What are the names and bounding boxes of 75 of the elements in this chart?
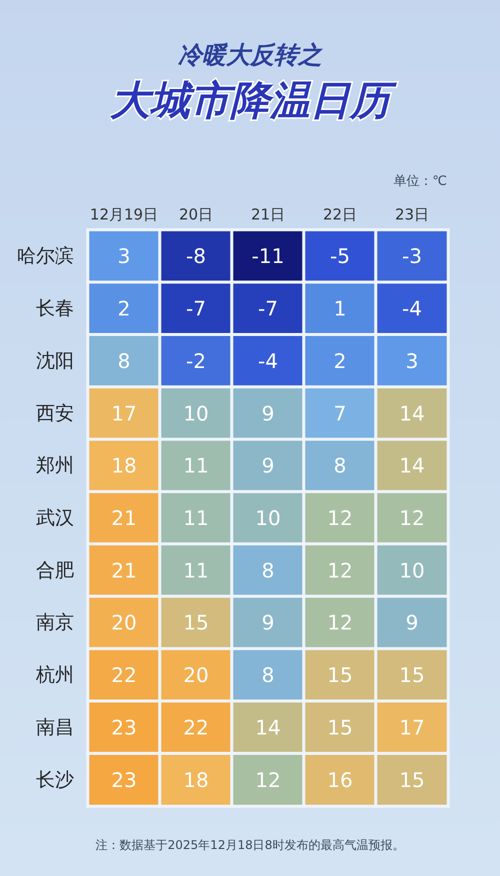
data-label: 18 bbox=[183, 768, 209, 792]
data-label: 10 bbox=[399, 558, 425, 582]
data-label: 14 bbox=[399, 401, 425, 426]
data-label: 8 bbox=[262, 663, 274, 688]
chart-subtitle: 冷暖大反转之 bbox=[177, 41, 324, 69]
data-label: 2 bbox=[334, 348, 346, 373]
y-tick-label: 合肥 bbox=[36, 559, 74, 582]
y-tick-label: 沈阳 bbox=[36, 350, 74, 372]
y-tick-label: 南昌 bbox=[36, 716, 74, 738]
data-label: 12 bbox=[255, 768, 281, 792]
data-label: 8 bbox=[118, 348, 130, 373]
data-label: 20 bbox=[111, 610, 137, 635]
x-tick-label: 22日 bbox=[322, 206, 358, 224]
data-label: 20 bbox=[183, 663, 209, 688]
text: 单位：℃ bbox=[393, 174, 448, 189]
data-label: 7 bbox=[334, 401, 346, 426]
data-label: -4 bbox=[402, 296, 422, 321]
data-label: 9 bbox=[262, 401, 274, 426]
data-label: -8 bbox=[186, 244, 206, 268]
data-label: -11 bbox=[252, 244, 284, 268]
data-label: 15 bbox=[183, 610, 209, 635]
y-tick-label: 杭州 bbox=[35, 664, 74, 686]
data-label: 21 bbox=[111, 558, 137, 582]
data-label: 9 bbox=[262, 454, 274, 478]
data-label: 9 bbox=[262, 610, 274, 635]
data-label: 15 bbox=[327, 715, 353, 740]
data-label: 14 bbox=[255, 715, 281, 740]
data-label: 12 bbox=[327, 610, 353, 635]
data-label: 22 bbox=[183, 715, 209, 740]
data-label: 17 bbox=[399, 715, 425, 740]
data-label: -7 bbox=[258, 296, 278, 321]
data-label: 23 bbox=[111, 768, 137, 792]
y-tick-label: 武汉 bbox=[36, 507, 74, 529]
data-label: 8 bbox=[262, 558, 274, 582]
data-label: 11 bbox=[183, 454, 209, 478]
y-tick-label: 南京 bbox=[36, 612, 74, 634]
data-label: 11 bbox=[183, 506, 209, 530]
y-tick-label: 哈尔滨 bbox=[17, 245, 74, 268]
data-label: 15 bbox=[327, 663, 353, 688]
data-label: 22 bbox=[111, 663, 137, 688]
y-tick-label: 长春 bbox=[36, 298, 74, 320]
text: 注：数据基于2025年12月18日8时发布的最高气温预报。 bbox=[96, 838, 404, 852]
data-label: 2 bbox=[118, 296, 130, 321]
data-label: 12 bbox=[327, 558, 353, 582]
x-tick-label: 23日 bbox=[394, 206, 430, 224]
data-label: 15 bbox=[399, 768, 425, 792]
data-label: 21 bbox=[111, 506, 137, 530]
x-tick-label: 12月19日 bbox=[90, 206, 158, 224]
data-label: -7 bbox=[186, 296, 206, 321]
data-label: -3 bbox=[402, 244, 422, 268]
data-label: 8 bbox=[334, 454, 346, 478]
data-label: -2 bbox=[186, 348, 206, 373]
x-tick-label: 20日 bbox=[178, 206, 214, 224]
data-label: 17 bbox=[111, 401, 137, 426]
data-label: 16 bbox=[327, 768, 353, 792]
data-label: 3 bbox=[406, 348, 418, 373]
y-tick-label: 郑州 bbox=[36, 454, 74, 477]
data-label: 9 bbox=[406, 610, 418, 635]
data-label: -5 bbox=[330, 244, 350, 268]
data-label: 1 bbox=[334, 296, 346, 321]
data-label: 12 bbox=[327, 506, 353, 530]
data-label: 15 bbox=[399, 663, 425, 688]
data-label: 12 bbox=[399, 506, 425, 530]
data-label: 14 bbox=[399, 454, 425, 478]
x-tick-label: 21日 bbox=[250, 206, 286, 224]
data-label: 18 bbox=[111, 454, 137, 478]
data-label: 10 bbox=[255, 506, 281, 530]
data-label: 3 bbox=[118, 244, 130, 268]
data-label: -4 bbox=[258, 348, 278, 373]
data-label: 23 bbox=[111, 715, 137, 740]
y-tick-label: 西安 bbox=[36, 402, 74, 424]
y-tick-label: 长沙 bbox=[36, 768, 74, 791]
data-label: 11 bbox=[183, 558, 209, 582]
data-label: 10 bbox=[183, 401, 209, 426]
chart-title: 大城市降温日历 bbox=[110, 78, 397, 124]
